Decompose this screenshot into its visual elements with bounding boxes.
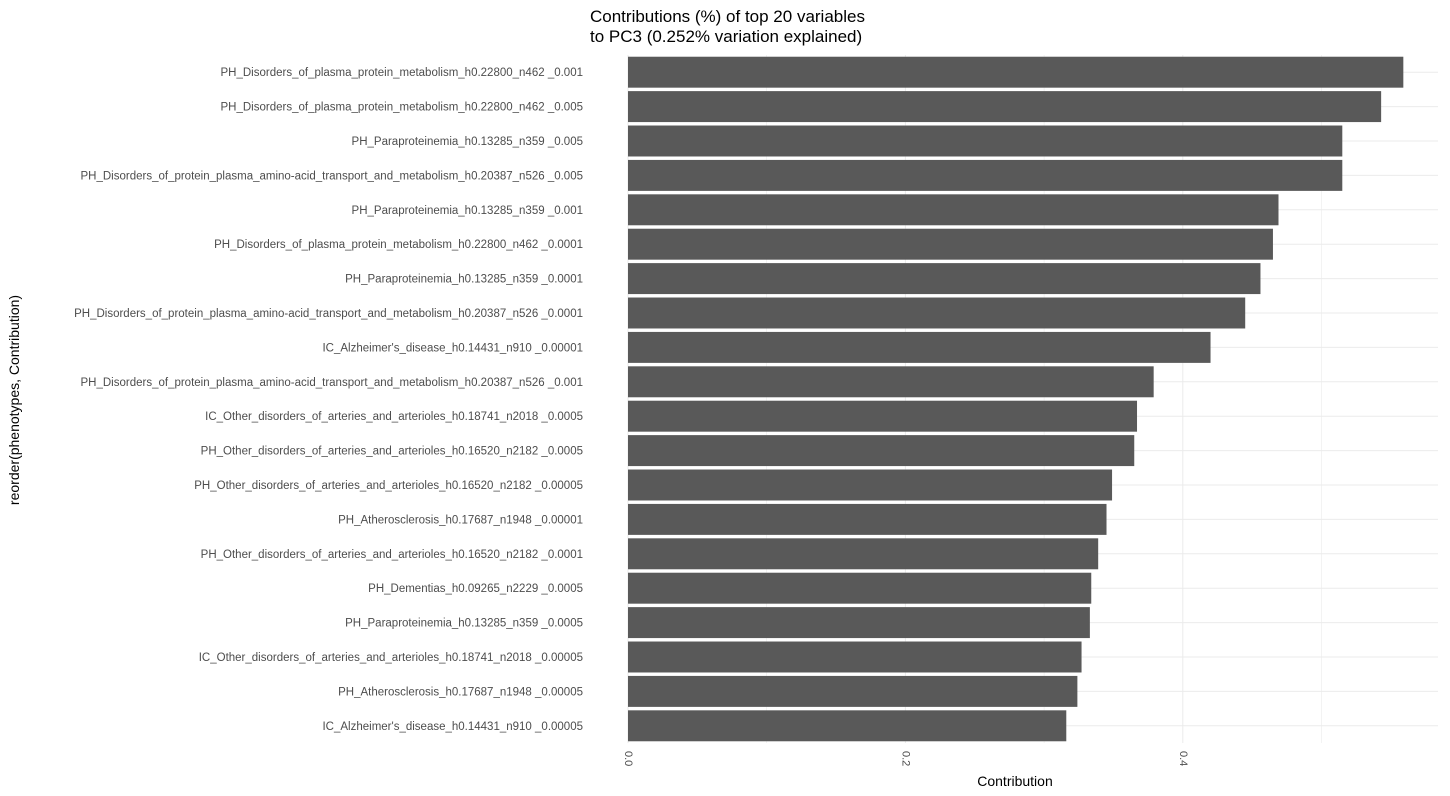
category-label: PH_Disorders_of_protein_plasma_amino-aci… — [74, 308, 583, 320]
bar — [628, 125, 1343, 157]
bar — [628, 538, 1099, 570]
category-label: PH_Atherosclerosis_h0.17687_n1948 _0.000… — [338, 686, 583, 698]
category-label: PH_Other_disorders_of_arteries_and_arter… — [194, 480, 583, 492]
category-label: PH_Disorders_of_plasma_protein_metabolis… — [221, 102, 584, 114]
bar — [628, 503, 1107, 535]
category-label: PH_Other_disorders_of_arteries_and_arter… — [201, 549, 583, 561]
bar — [628, 572, 1092, 604]
bars — [628, 56, 1404, 742]
category-labels: PH_Disorders_of_plasma_protein_metabolis… — [74, 67, 583, 733]
category-label: PH_Dementias_h0.09265_n2229 _0.0005 — [368, 583, 583, 595]
bar — [628, 366, 1154, 398]
bar — [628, 469, 1113, 501]
category-label: PH_Paraproteinemia_h0.13285_n359 _0.0001 — [345, 274, 583, 286]
x-tick-label: 0.2 — [899, 751, 911, 766]
bar — [628, 228, 1273, 260]
category-label: PH_Disorders_of_protein_plasma_amino-aci… — [81, 170, 584, 182]
chart-title-line-2: to PC3 (0.252% variation explained) — [590, 27, 862, 46]
bar — [628, 159, 1343, 191]
category-label: PH_Paraproteinemia_h0.13285_n359 _0.0005 — [345, 618, 583, 630]
x-tick-label: 0.0 — [622, 751, 634, 766]
category-label: PH_Atherosclerosis_h0.17687_n1948 _0.000… — [338, 514, 583, 526]
bar — [628, 675, 1078, 707]
category-label: IC_Alzheimer's_disease_h0.14431_n910 _0.… — [322, 721, 583, 733]
bar — [628, 91, 1382, 123]
bar — [628, 194, 1279, 226]
x-axis-title: Contribution — [977, 773, 1053, 789]
category-label: PH_Disorders_of_plasma_protein_metabolis… — [214, 239, 583, 251]
bar — [628, 607, 1090, 639]
y-axis-title: reorder(phenotypes, Contribution) — [6, 295, 22, 505]
bar — [628, 56, 1404, 88]
category-label: PH_Paraproteinemia_h0.13285_n359 _0.001 — [352, 205, 583, 217]
category-label: PH_Paraproteinemia_h0.13285_n359 _0.005 — [352, 136, 583, 148]
bar — [628, 263, 1261, 295]
x-tick-labels: 0.0 0.2 0.4 — [622, 751, 1189, 766]
category-label: PH_Disorders_of_protein_plasma_amino-aci… — [81, 377, 584, 389]
category-label: PH_Other_disorders_of_arteries_and_arter… — [201, 446, 583, 458]
bar — [628, 297, 1246, 329]
grid-lines — [627, 55, 1438, 743]
bar — [628, 400, 1138, 432]
bar — [628, 641, 1082, 673]
bar — [628, 435, 1135, 467]
chart-title-line-1: Contributions (%) of top 20 variables — [590, 7, 865, 26]
category-label: IC_Other_disorders_of_arteries_and_arter… — [205, 411, 583, 423]
bar — [628, 710, 1067, 742]
category-label: IC_Other_disorders_of_arteries_and_arter… — [199, 652, 583, 664]
bar — [628, 331, 1211, 363]
category-label: IC_Alzheimer's_disease_h0.14431_n910 _0.… — [322, 342, 583, 354]
x-tick-label: 0.4 — [1177, 751, 1189, 766]
category-label: PH_Disorders_of_plasma_protein_metabolis… — [221, 67, 584, 79]
